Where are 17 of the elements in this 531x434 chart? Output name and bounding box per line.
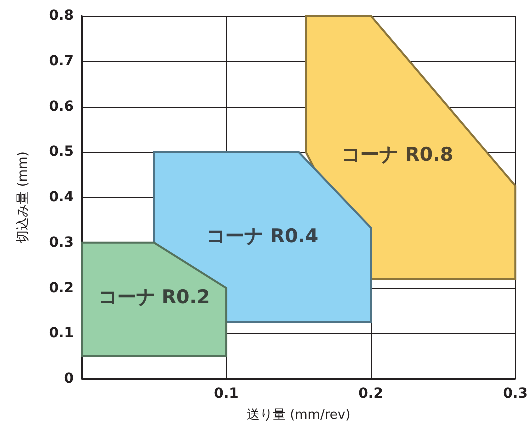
x-tick-label: 0.2 (358, 386, 384, 402)
y-tick-label: 0 (64, 371, 74, 387)
y-tick-label: 0.4 (49, 190, 74, 206)
y-tick-label: 0.7 (49, 53, 74, 70)
y-tick-label: 0.5 (49, 144, 74, 160)
y-tick-label: 0.8 (49, 8, 74, 24)
series-label: コーナ R0.2 (98, 286, 210, 308)
x-axis-title: 送り量 (mm/rev) (246, 408, 351, 423)
x-tick-label: 0.3 (503, 386, 528, 402)
y-tick-label: 0.2 (49, 280, 74, 296)
y-axis-title: 切込み量 (mm) (16, 152, 31, 244)
y-tick-label: 0.1 (49, 326, 74, 342)
y-tick-label: 0.6 (49, 98, 74, 115)
series-label: コーナ R0.4 (206, 226, 319, 248)
y-tick-label: 0.3 (49, 234, 74, 251)
x-tick-label: 0.1 (214, 386, 239, 402)
series-label: コーナ R0.8 (342, 144, 454, 166)
